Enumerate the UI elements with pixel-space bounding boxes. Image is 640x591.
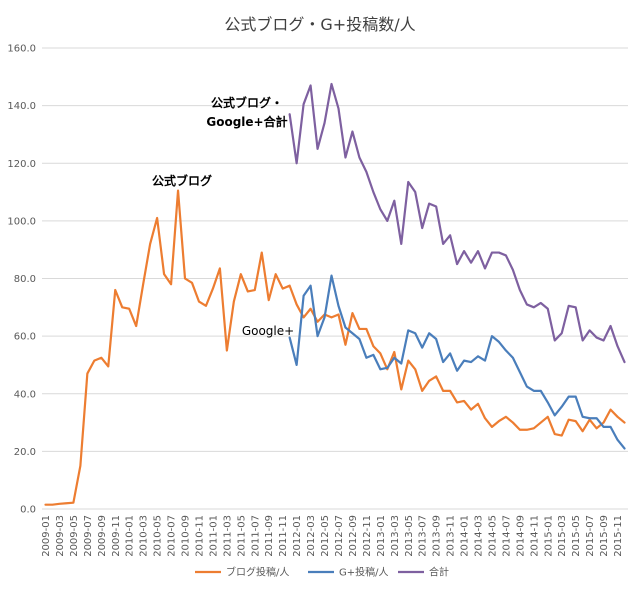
- chart-title: 公式ブログ・G+投稿数/人: [224, 15, 415, 34]
- x-tick-label: 2014-07: [501, 515, 512, 557]
- series-line-0: [44, 189, 626, 506]
- x-tick-label: 2009-09: [97, 515, 108, 557]
- y-tick-label: 160.0: [7, 44, 36, 55]
- x-tick-label: 2015-03: [557, 515, 568, 557]
- x-tick-label: 2009-03: [55, 515, 66, 557]
- annotation-gplus: Google+: [242, 324, 294, 338]
- series-lines: [44, 82, 626, 506]
- y-tick-label: 120.0: [7, 159, 36, 170]
- x-tick-label: 2014-03: [474, 515, 485, 557]
- x-tick-label: 2014-09: [515, 515, 526, 557]
- x-tick-label: 2014-05: [487, 515, 498, 557]
- legend-label: G+投稿/人: [339, 566, 389, 579]
- x-tick-label: 2014-01: [460, 515, 471, 557]
- y-axis-ticks: 0.0 20.0 40.0 60.0 80.0 100.0 120.0 140.0 160.0: [7, 44, 36, 516]
- x-tick-label: 2012-11: [362, 515, 373, 557]
- x-tick-label: 2015-01: [543, 515, 554, 557]
- annotation-total-line2: Google+合計: [206, 114, 287, 129]
- x-tick-label: 2011-03: [222, 515, 233, 557]
- x-tick-label: 2009-07: [83, 515, 94, 557]
- annotation-total-line1: 公式ブログ・: [211, 95, 283, 110]
- x-tick-label: 2010-11: [194, 515, 205, 557]
- x-tick-label: 2015-07: [585, 515, 596, 557]
- x-tick-label: 2011-07: [250, 515, 261, 557]
- x-tick-label: 2013-05: [404, 515, 415, 557]
- x-tick-label: 2012-09: [348, 515, 359, 557]
- x-tick-label: 2010-03: [139, 515, 150, 557]
- annotation-blog: 公式ブログ: [152, 173, 212, 188]
- x-tick-label: 2015-11: [613, 515, 624, 557]
- series-line-2: [288, 82, 626, 364]
- y-tick-label: 140.0: [7, 101, 36, 112]
- gridlines: [42, 47, 628, 510]
- x-tick-label: 2011-09: [264, 515, 275, 557]
- x-tick-label: 2013-07: [418, 515, 429, 557]
- y-tick-label: 60.0: [14, 332, 36, 343]
- x-tick-label: 2015-09: [599, 515, 610, 557]
- x-tick-label: 2012-07: [334, 515, 345, 557]
- x-tick-label: 2015-05: [571, 515, 582, 557]
- x-tick-label: 2011-01: [208, 515, 219, 557]
- legend-label: 合計: [429, 566, 449, 579]
- y-tick-label: 0.0: [20, 505, 36, 516]
- x-tick-label: 2010-05: [153, 515, 164, 557]
- y-tick-label: 20.0: [14, 447, 36, 458]
- x-tick-label: 2013-01: [376, 515, 387, 557]
- x-tick-label: 2010-01: [125, 515, 136, 557]
- x-tick-label: 2012-01: [292, 515, 303, 557]
- x-tick-label: 2009-05: [69, 515, 80, 557]
- y-tick-label: 40.0: [14, 389, 36, 400]
- x-tick-label: 2011-11: [278, 515, 289, 557]
- y-tick-label: 80.0: [14, 274, 36, 285]
- x-tick-label: 2009-01: [41, 515, 52, 557]
- series-line-1: [288, 274, 626, 450]
- y-tick-label: 100.0: [7, 216, 36, 227]
- x-tick-label: 2010-07: [167, 515, 178, 557]
- x-axis-ticks: 2009-01 2009-03 2009-05 2009-07 2009-09 2009-…: [41, 515, 624, 557]
- x-tick-label: 2012-05: [320, 515, 331, 557]
- legend-label: ブログ投稿/人: [226, 566, 289, 579]
- x-tick-label: 2009-11: [111, 515, 122, 557]
- x-tick-label: 2014-11: [529, 515, 540, 557]
- x-tick-label: 2013-03: [390, 515, 401, 557]
- x-tick-label: 2010-09: [181, 515, 192, 557]
- x-tick-label: 2013-11: [446, 515, 457, 557]
- x-tick-label: 2012-03: [306, 515, 317, 557]
- x-tick-label: 2011-05: [236, 515, 247, 557]
- x-tick-label: 2013-09: [432, 515, 443, 557]
- legend: ブログ投稿/人 G+投稿/人 合計: [195, 566, 449, 579]
